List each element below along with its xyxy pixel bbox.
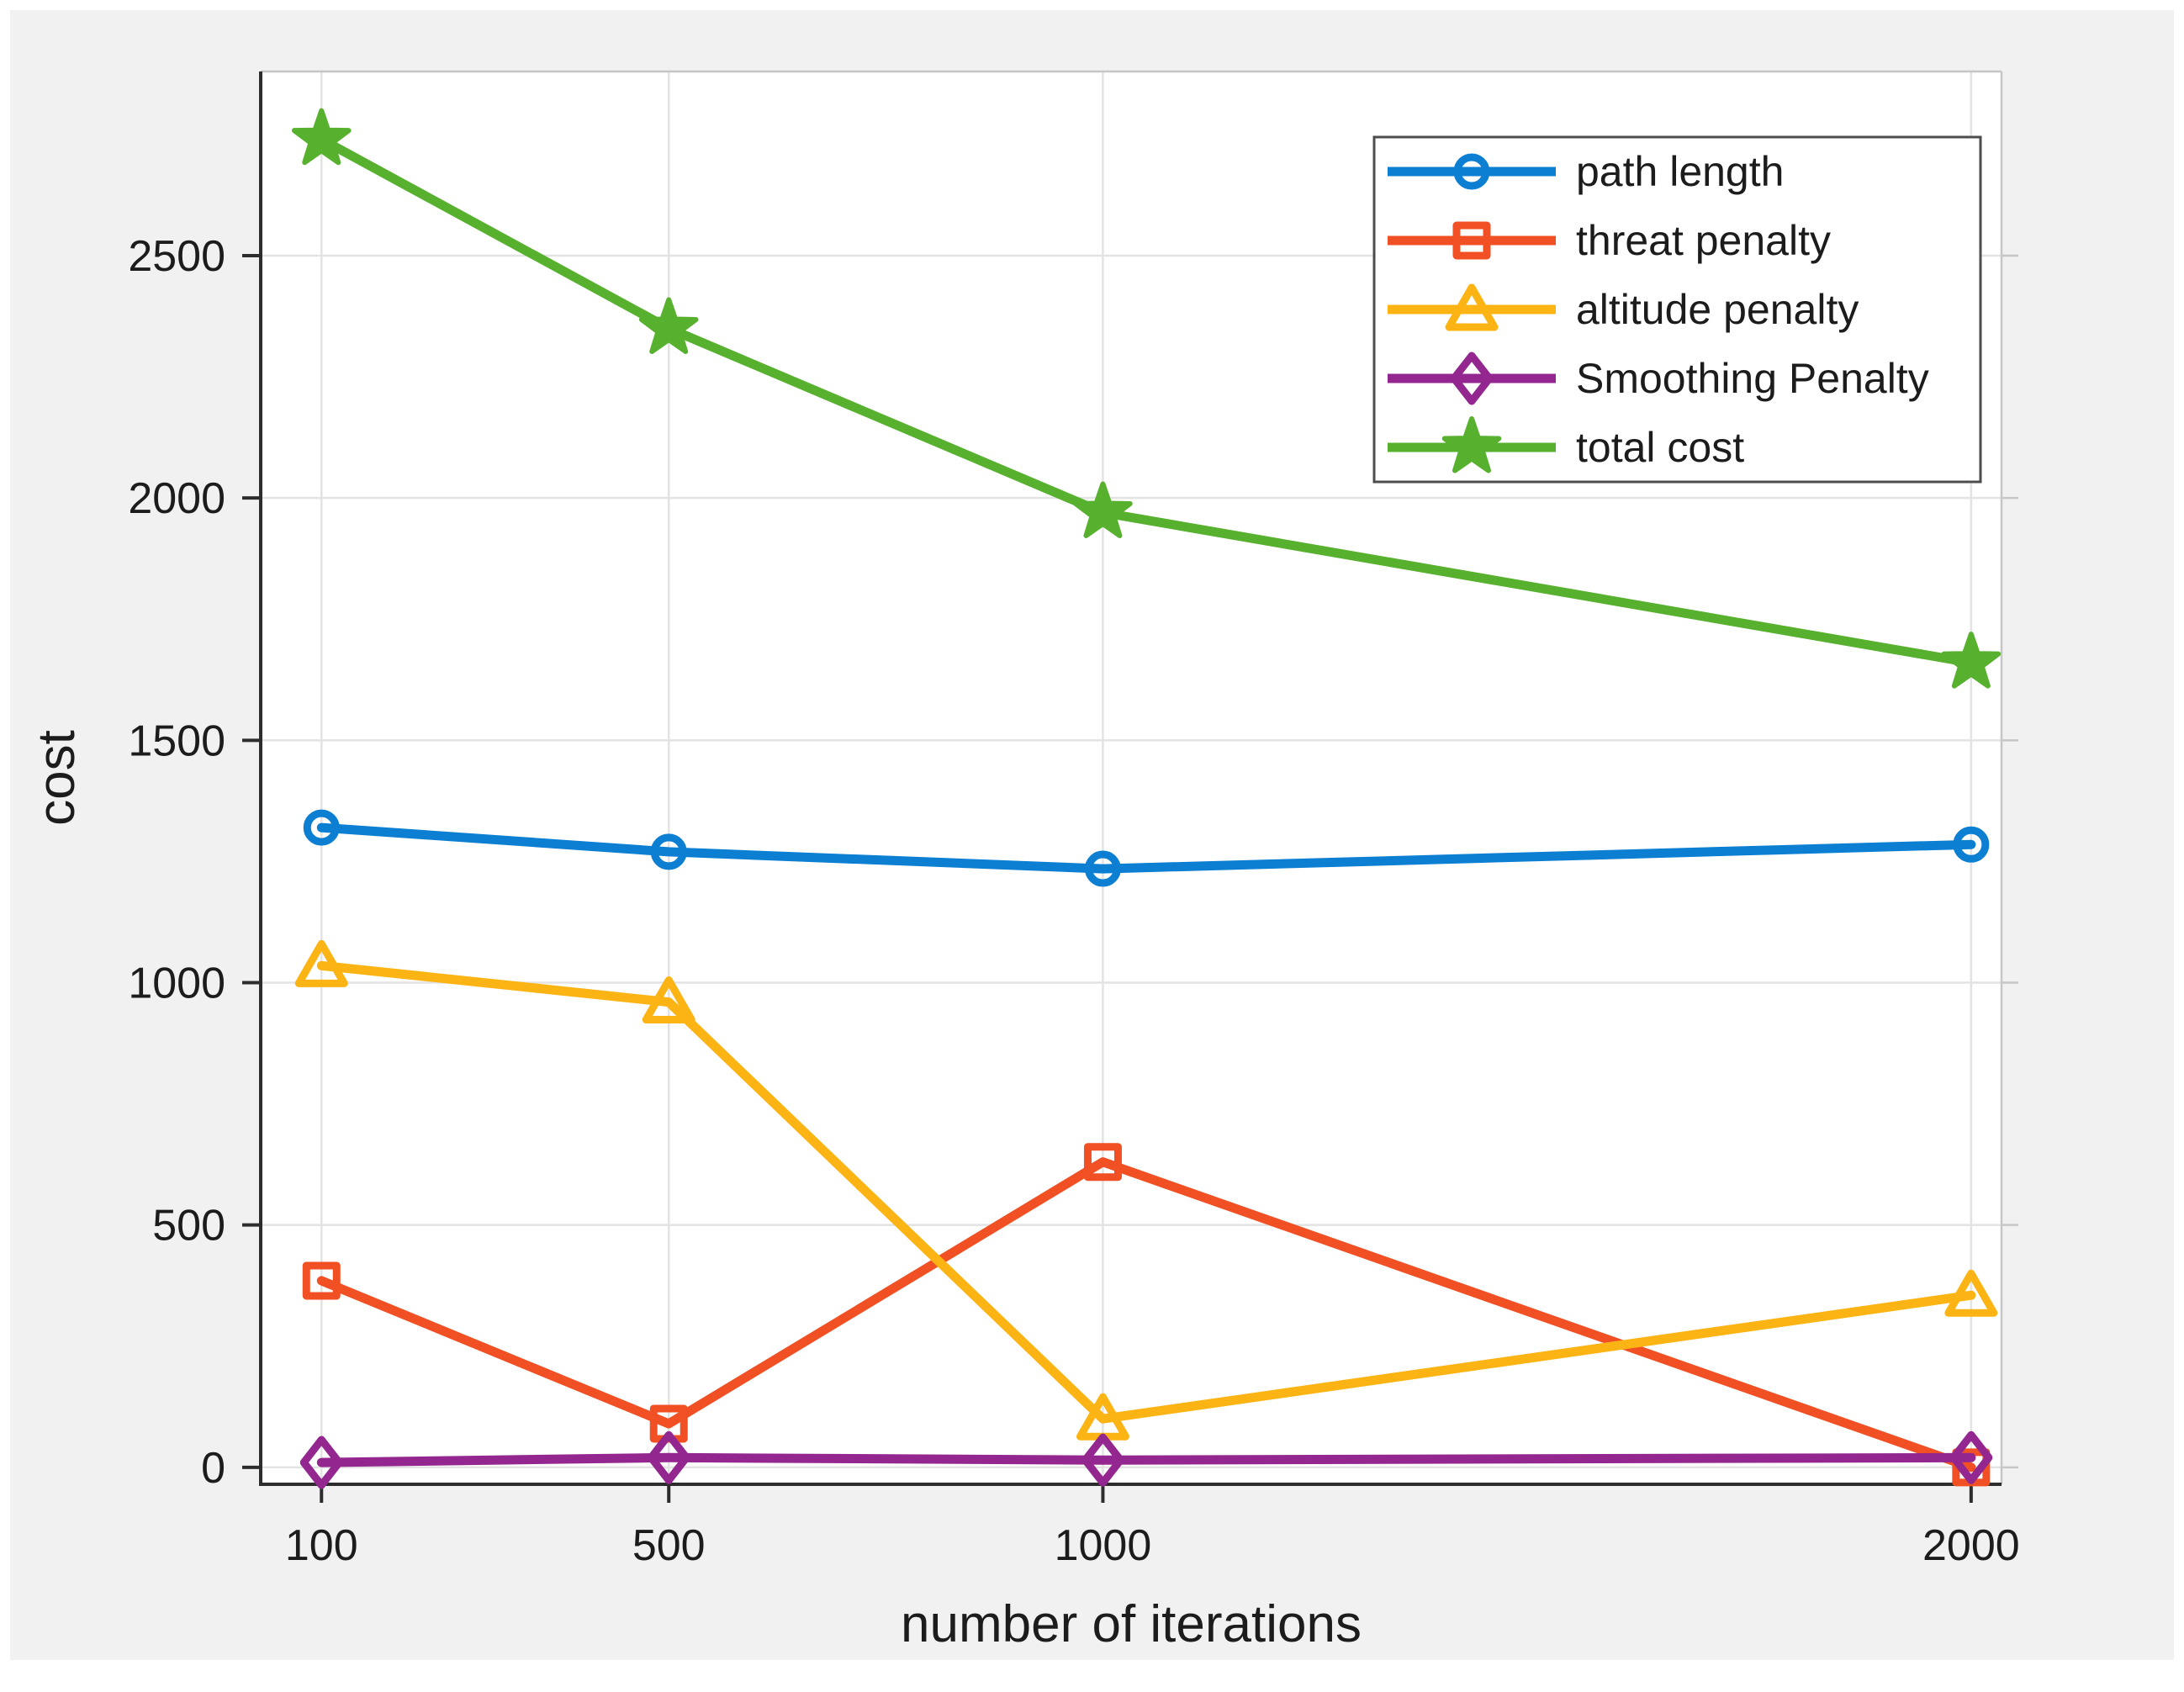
marker-smoothing-penalty-1000: [1081, 1433, 1124, 1487]
marker-path-length-1000: [1084, 850, 1121, 887]
marker-total-cost-2000: [1941, 632, 2002, 689]
legend-item-smoothing-penalty: Smoothing Penalty: [1388, 352, 1929, 405]
y-tick-label-1000: 1000: [128, 959, 225, 1007]
legend-marker-total-cost: [1441, 416, 1502, 473]
legend-label-smoothing-penalty: Smoothing Penalty: [1576, 355, 1929, 402]
marker-smoothing-penalty-2000: [1949, 1430, 1993, 1484]
legend-label-altitude-penalty: altitude penalty: [1576, 286, 1859, 333]
x-tick-label-2000: 2000: [1922, 1521, 2020, 1570]
y-axis-label: cost: [28, 730, 86, 826]
marker-altitude-penalty-500: [642, 976, 695, 1024]
marker-path-length-2000: [1953, 826, 1990, 863]
y-tick-label-500: 500: [152, 1202, 225, 1250]
y-tick-label-1500: 1500: [128, 716, 225, 765]
legend-marker-path-length: [1453, 153, 1490, 190]
marker-path-length-100: [303, 809, 340, 846]
series-smoothing-penalty: [299, 1430, 1993, 1489]
legend-label-threat-penalty: threat penalty: [1576, 217, 1831, 264]
marker-total-cost-1000: [1073, 481, 1133, 538]
x-tick-label-500: 500: [632, 1521, 706, 1570]
series-line-threat-penalty: [316, 1157, 1976, 1473]
marker-threat-penalty-1000: [1083, 1143, 1122, 1182]
legend-item-total-cost: total cost: [1388, 416, 1744, 473]
marker-smoothing-penalty-100: [299, 1436, 343, 1489]
marker-altitude-penalty-100: [294, 939, 348, 987]
series-line-smoothing-penalty: [316, 1452, 1976, 1467]
legend-marker-smoothing-penalty: [1450, 352, 1494, 405]
legend-label-total-cost: total cost: [1576, 424, 1744, 471]
series-total-cost: [291, 108, 2002, 689]
legend-item-altitude-penalty: altitude penalty: [1388, 283, 1859, 333]
series-line-path-length: [316, 822, 1976, 874]
y-tick-label-2500: 2500: [128, 232, 225, 281]
y-tick-label-2000: 2000: [128, 474, 225, 523]
marker-altitude-penalty-2000: [1944, 1269, 1998, 1317]
series-line-total-cost: [316, 135, 1976, 668]
legend-marker-altitude-penalty: [1445, 283, 1499, 331]
legend-item-threat-penalty: threat penalty: [1388, 217, 1831, 264]
marker-path-length-500: [650, 833, 687, 870]
legend-item-path-length: path length: [1388, 148, 1784, 195]
marker-total-cost-100: [291, 108, 352, 166]
series-line-altitude-penalty: [316, 960, 1976, 1424]
x-axis-label: number of iterations: [901, 1595, 1362, 1653]
x-tick-label-1000: 1000: [1055, 1521, 1152, 1570]
legend-label-path-length: path length: [1576, 148, 1784, 195]
legend: path length threat penalty altitude penalt…: [1372, 135, 1982, 484]
marker-threat-penalty-100: [302, 1261, 341, 1300]
marker-smoothing-penalty-500: [647, 1430, 690, 1484]
marker-total-cost-500: [638, 297, 699, 354]
x-tick-label-100: 100: [285, 1521, 358, 1570]
y-tick-label-0: 0: [201, 1444, 225, 1493]
legend-marker-threat-penalty: [1452, 221, 1491, 260]
series-path-length: [303, 809, 1990, 887]
